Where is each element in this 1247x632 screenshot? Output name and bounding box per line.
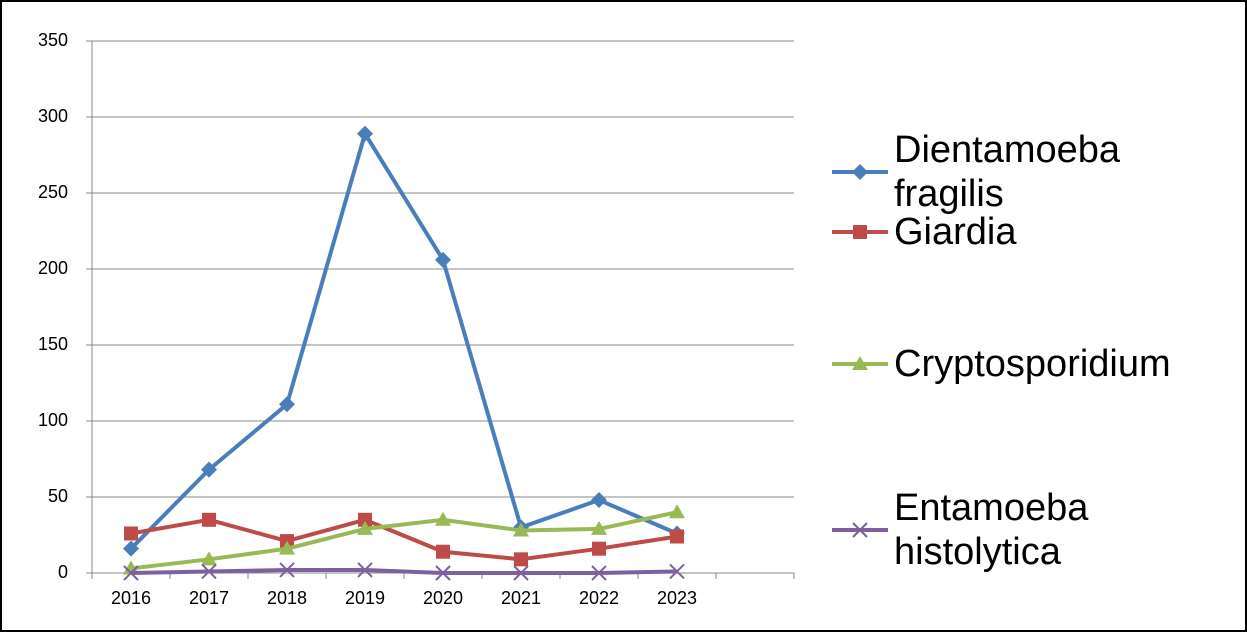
marker	[123, 565, 139, 581]
marker	[279, 540, 295, 555]
x-tick-label: 2019	[345, 588, 385, 608]
series-line	[130, 510, 678, 571]
marker	[201, 461, 217, 478]
legend-swatch	[832, 164, 888, 180]
marker	[357, 562, 373, 578]
marker	[357, 125, 373, 142]
y-tick-label: 300	[38, 106, 68, 126]
marker	[513, 522, 529, 537]
y-tick-label: 250	[38, 182, 68, 202]
legend-item: Cryptosporidium	[830, 342, 1214, 386]
legend-swatch	[832, 225, 888, 239]
x-tick-label: 2018	[267, 588, 307, 608]
marker	[669, 504, 685, 519]
marker	[852, 522, 868, 538]
series-line	[130, 567, 678, 575]
marker	[852, 164, 868, 180]
marker	[202, 512, 216, 527]
marker	[123, 540, 139, 557]
y-tick-label: 0	[58, 562, 68, 582]
marker	[435, 251, 451, 268]
marker	[279, 562, 295, 578]
legend-item: Entamoeba histolytica	[830, 486, 1214, 574]
marker	[124, 526, 138, 541]
legend-label: Giardia	[894, 211, 1017, 253]
marker	[435, 565, 451, 581]
marker	[591, 520, 607, 535]
marker	[591, 565, 607, 581]
marker	[357, 520, 373, 535]
legend-label: Entamoeba histolytica	[894, 487, 1089, 573]
x-tick-label: 2023	[657, 588, 697, 608]
marker	[436, 544, 450, 559]
x-tick-label: 2020	[423, 588, 463, 608]
x-tick-label: 2022	[579, 588, 619, 608]
series-line	[129, 131, 678, 551]
series-line	[130, 517, 678, 562]
marker	[592, 541, 606, 556]
marker	[514, 552, 528, 567]
marker	[201, 551, 217, 566]
marker	[435, 511, 451, 526]
y-tick-label: 150	[38, 334, 68, 354]
y-tick-label: 350	[38, 30, 68, 50]
marker	[358, 512, 372, 527]
legend-item: Giardia	[830, 210, 1214, 254]
legend-label: Dientamoeba fragilis	[894, 129, 1121, 215]
x-tick-label: 2021	[501, 588, 541, 608]
marker	[201, 563, 217, 580]
legend-swatch	[832, 356, 888, 370]
marker	[853, 225, 867, 239]
y-tick-label: 50	[48, 486, 68, 506]
marker	[670, 529, 684, 544]
marker	[591, 492, 607, 509]
y-tick-label: 200	[38, 258, 68, 278]
legend-item: Dientamoeba fragilis	[830, 128, 1214, 216]
marker	[279, 396, 295, 413]
y-tick-label: 100	[38, 410, 68, 430]
legend-label: Cryptosporidium	[894, 343, 1171, 385]
x-tick-label: 2017	[189, 588, 229, 608]
x-tick-label: 2016	[111, 588, 151, 608]
marker	[852, 356, 868, 370]
legend-swatch	[832, 522, 888, 538]
marker	[513, 565, 529, 581]
marker	[669, 563, 685, 580]
